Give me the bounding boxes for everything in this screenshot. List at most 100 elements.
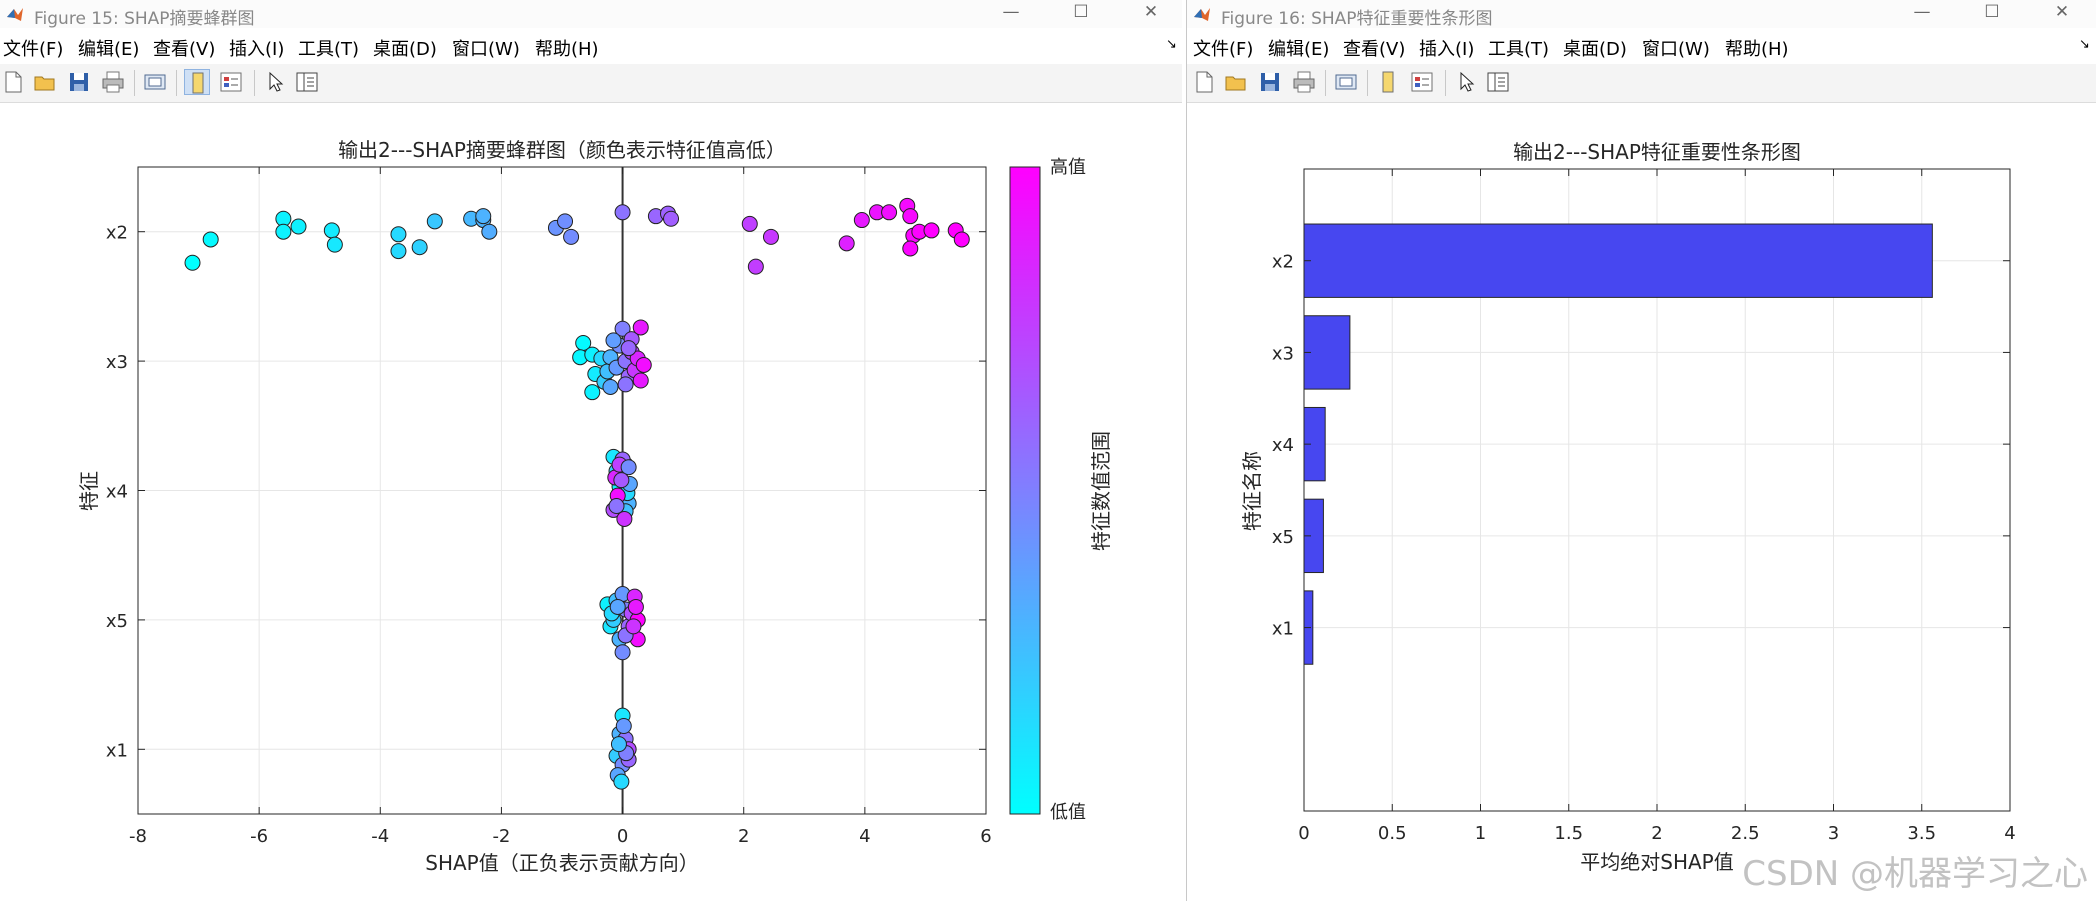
scatter-point-x5 <box>625 618 642 635</box>
menu-bar: 文件(F) 编辑(E) 查看(V) 插入(I) 工具(T) 桌面(D) 窗口(W… <box>0 30 1182 60</box>
toolbar-separator <box>254 70 255 96</box>
menu-tools[interactable]: 工具(T) <box>1488 39 1550 60</box>
scatter-point-x3 <box>602 378 619 395</box>
print-icon[interactable] <box>100 69 126 95</box>
print-icon[interactable] <box>1291 69 1317 95</box>
scatter-point-x2 <box>838 235 855 252</box>
scatter-point-x2 <box>663 210 680 227</box>
figure-canvas: -8 -6 -4 -2 0 2 4 6 x2 x3 x4 x5 x1 输出2---SHAP摘要蜂群图（颜… <box>0 103 1182 901</box>
menu-insert[interactable]: 插入(I) <box>1419 39 1475 60</box>
scatter-point-x2 <box>411 239 428 256</box>
menu-help[interactable]: 帮助(H) <box>1725 39 1789 60</box>
print-preview-icon[interactable] <box>142 69 168 95</box>
y-axis-label: 特征名称 <box>1240 451 1264 531</box>
minimize-button[interactable]: — <box>1913 2 1931 22</box>
scatter-point-x2 <box>202 231 219 248</box>
scatter-point-x2 <box>881 204 898 221</box>
x-tick-label: -2 <box>492 826 510 847</box>
menu-view[interactable]: 查看(V) <box>153 39 216 60</box>
open-folder-icon[interactable] <box>32 69 58 95</box>
scatter-point-x2 <box>923 222 940 239</box>
print-preview-icon[interactable] <box>1333 69 1359 95</box>
property-editor-icon[interactable] <box>1409 69 1435 95</box>
toolbar-separator <box>1445 70 1446 96</box>
maximize-button[interactable]: ☐ <box>1984 2 2000 22</box>
y-tick-label: x4 <box>1272 435 1294 456</box>
scatter-point-x2 <box>953 231 970 248</box>
menu-window[interactable]: 窗口(W) <box>452 39 520 60</box>
title-bar: Figure 15: SHAP摘要蜂群图 — ☐ ✕ <box>0 0 1182 29</box>
save-icon[interactable] <box>1257 69 1283 95</box>
open-folder-icon[interactable] <box>1223 69 1249 95</box>
menu-help[interactable]: 帮助(H) <box>535 39 599 60</box>
y-tick-label: x2 <box>1272 252 1294 273</box>
importance-bar-chart: 0 0.5 1 1.5 2 2.5 3 3.5 4 x2 x3 x4 x5 x1 输出2---SHAP特征… <box>1240 140 2016 874</box>
x-tick-label: -4 <box>371 826 389 847</box>
x-tick-label: 2 <box>738 826 749 847</box>
colorbar <box>1009 166 1041 815</box>
scatter-point-x2 <box>762 228 779 245</box>
x-axis-label: SHAP值（正负表示贡献方向） <box>425 851 698 875</box>
scatter-point-x2 <box>614 204 631 221</box>
menu-desktop[interactable]: 桌面(D) <box>373 39 437 60</box>
chart-title: 输出2---SHAP特征重要性条形图 <box>1513 140 1801 164</box>
new-file-icon[interactable] <box>0 69 26 95</box>
scatter-point-x2 <box>275 223 292 240</box>
dock-arrow-icon[interactable]: ↘ <box>2079 37 2090 52</box>
dock-arrow-icon[interactable]: ↘ <box>1166 37 1177 52</box>
menu-file[interactable]: 文件(F) <box>3 39 64 60</box>
menu-bar: 文件(F) 编辑(E) 查看(V) 插入(I) 工具(T) 桌面(D) 窗口(W… <box>1187 30 2096 60</box>
menu-view[interactable]: 查看(V) <box>1343 39 1406 60</box>
save-icon[interactable] <box>66 69 92 95</box>
figure-canvas: 0 0.5 1 1.5 2 2.5 3 3.5 4 x2 x3 x4 x5 x1 输出2---SHAP特征… <box>1187 103 2096 901</box>
scatter-point-x2 <box>290 218 307 235</box>
y-tick-label: x5 <box>1272 527 1294 548</box>
maximize-button[interactable]: ☐ <box>1073 2 1089 22</box>
menu-insert[interactable]: 插入(I) <box>229 39 285 60</box>
dock-figure-icon[interactable] <box>1375 69 1401 95</box>
pointer-icon[interactable] <box>1453 69 1479 95</box>
x-tick-label: 6 <box>980 826 991 847</box>
x-tick-label: 4 <box>859 826 870 847</box>
scatter-point-x4 <box>613 472 630 489</box>
x-tick-label: 2 <box>1651 823 1662 844</box>
y-tick-label: x4 <box>106 482 128 503</box>
scatter-point-x2 <box>426 213 443 230</box>
menu-edit[interactable]: 编辑(E) <box>78 39 140 60</box>
property-editor-icon[interactable] <box>218 69 244 95</box>
menu-file[interactable]: 文件(F) <box>1193 39 1254 60</box>
x-tick-label: 0.5 <box>1378 823 1407 844</box>
colorbar-label: 特征数值范围 <box>1089 431 1113 551</box>
dock-figure-icon[interactable] <box>184 69 210 95</box>
figure-window-16: Figure 16: SHAP特征重要性条形图 — ☐ ✕ 文件(F) 编辑(E… <box>1186 0 2096 901</box>
scatter-point-x2 <box>390 243 407 260</box>
toolbar-separator <box>134 70 135 96</box>
scatter-point-x2 <box>184 254 201 271</box>
watermark: CSDN @机器学习之心 <box>1742 854 2088 894</box>
matlab-logo-icon <box>1194 8 1210 21</box>
chart-title: 输出2---SHAP摘要蜂群图（颜色表示特征值高低） <box>338 138 786 162</box>
close-button[interactable]: ✕ <box>1143 2 1159 22</box>
scatter-point-x3 <box>605 332 622 349</box>
scatter-point-x1 <box>610 736 627 753</box>
menu-edit[interactable]: 编辑(E) <box>1268 39 1330 60</box>
colorbar-low-label: 低值 <box>1050 802 1086 823</box>
bar-x2 <box>1303 223 1933 298</box>
scatter-point-x2 <box>326 236 343 253</box>
close-button[interactable]: ✕ <box>2054 2 2070 22</box>
y-tick-label: x1 <box>1272 619 1294 640</box>
scatter-point-x5 <box>614 644 631 661</box>
scatter-point-x4 <box>608 498 625 515</box>
title-bar: Figure 16: SHAP特征重要性条形图 — ☐ ✕ <box>1187 0 2096 29</box>
minimize-button[interactable]: — <box>1002 2 1020 22</box>
scatter-point-x3 <box>617 376 634 393</box>
menu-desktop[interactable]: 桌面(D) <box>1563 39 1627 60</box>
plot-browser-icon[interactable] <box>294 69 320 95</box>
x-axis-label: 平均绝对SHAP值 <box>1580 850 1733 874</box>
menu-tools[interactable]: 工具(T) <box>298 39 360 60</box>
new-file-icon[interactable] <box>1191 69 1217 95</box>
window-title: Figure 15: SHAP摘要蜂群图 <box>34 9 255 29</box>
pointer-icon[interactable] <box>262 69 288 95</box>
plot-browser-icon[interactable] <box>1485 69 1511 95</box>
menu-window[interactable]: 窗口(W) <box>1642 39 1710 60</box>
